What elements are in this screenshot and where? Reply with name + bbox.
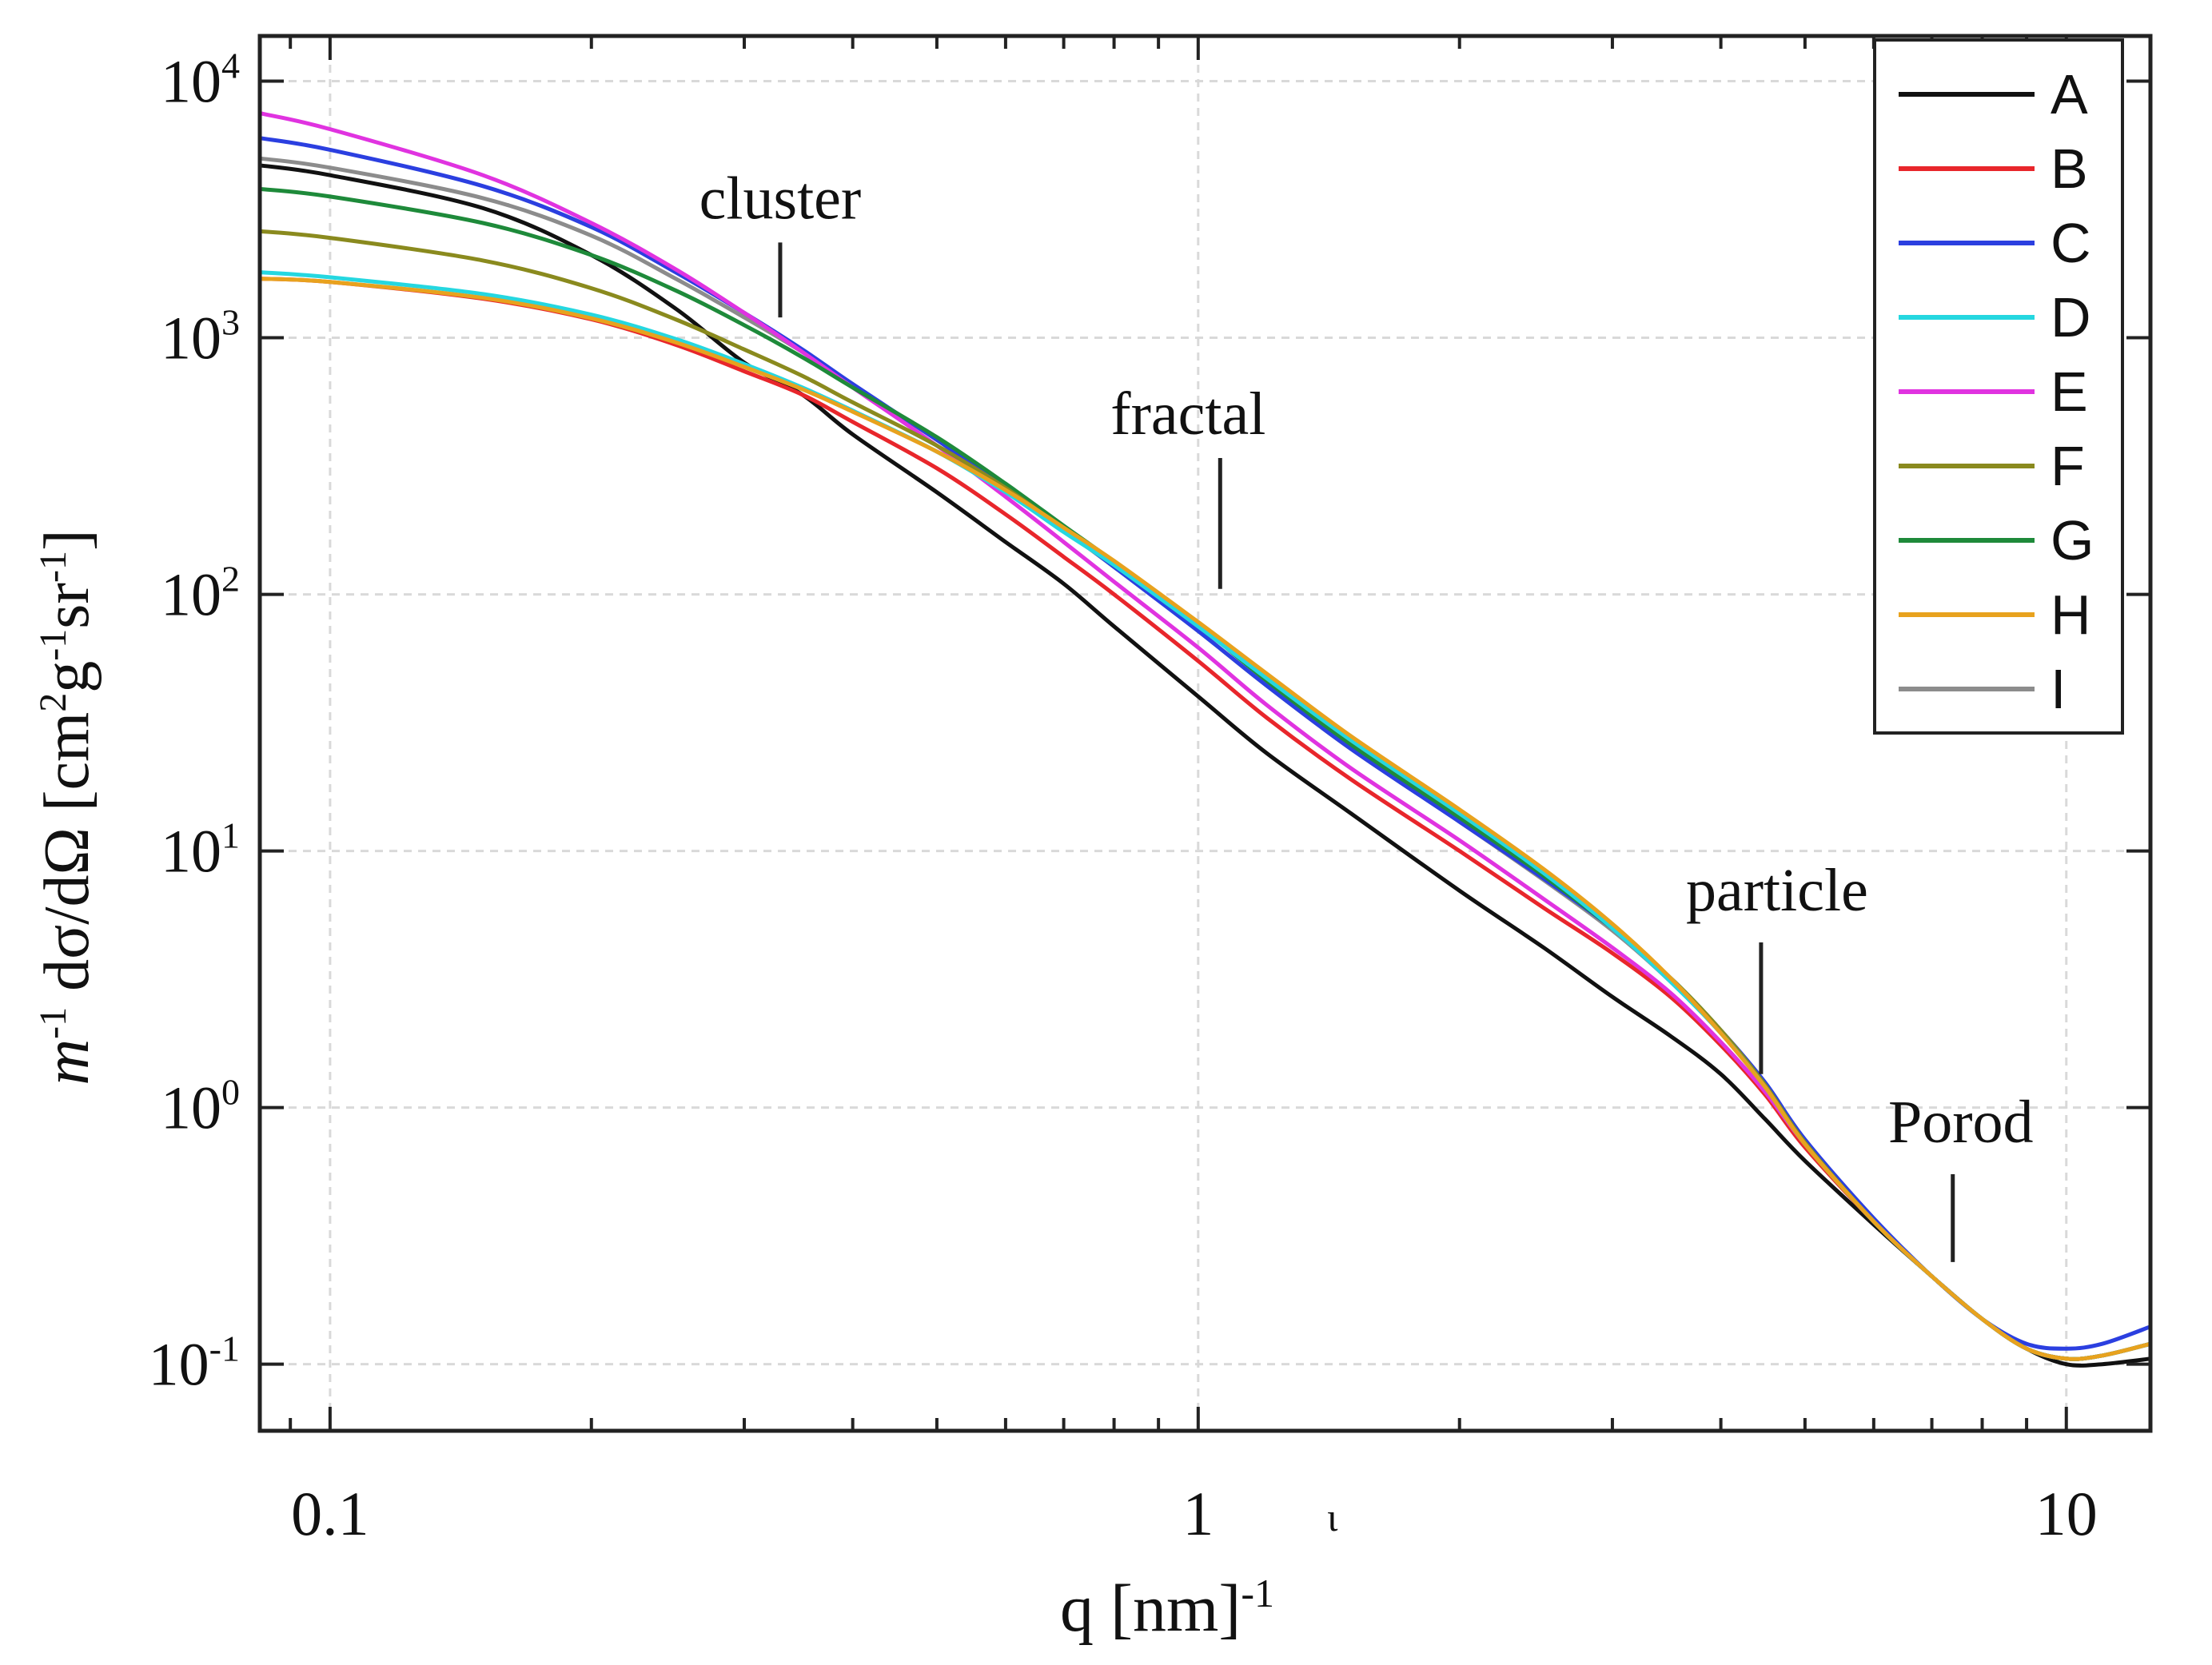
annotation-label-particle: particle <box>1686 857 1868 924</box>
y-tick-base: 10 <box>161 819 221 886</box>
legend-label-G: G <box>2051 509 2094 572</box>
series-line-A <box>259 163 2151 1368</box>
grid-lines <box>260 36 2150 1431</box>
legend-label-C: C <box>2051 212 2091 274</box>
annotation-label-porod: Porod <box>1888 1089 2034 1156</box>
y-tick-base: 10 <box>161 49 221 116</box>
y-tick-label: 104 <box>161 46 240 116</box>
x-axis-label-text: q [nm] <box>1060 1571 1241 1646</box>
annotation-label-fractal: fractal <box>1110 380 1265 448</box>
legend-label-F: F <box>2051 435 2085 497</box>
x-tick-label: 0.1 <box>291 1479 369 1548</box>
legend-label-A: A <box>2051 63 2088 125</box>
x-tick-label: 10 <box>2035 1479 2098 1548</box>
y-axis-label-m-exp: -1 <box>32 1007 74 1039</box>
series-line-E <box>259 111 2151 1361</box>
series-line-C <box>259 136 2151 1351</box>
y-tick-label: 10-1 <box>149 1328 240 1399</box>
y-tick-base: 10 <box>161 305 221 372</box>
y-tick-exp: 4 <box>221 46 240 86</box>
legend-label-I: I <box>2051 658 2066 720</box>
legend-label-E: E <box>2051 360 2088 423</box>
series-line-H <box>259 277 2151 1361</box>
y-tick-label: 103 <box>161 302 240 372</box>
annotations: cluster fractal particle Porod <box>699 165 2034 1262</box>
x-tick-label: 1 <box>1182 1479 1214 1548</box>
legend-label-H: H <box>2051 584 2091 646</box>
y-axis-label-close: ] <box>32 529 102 551</box>
x-axis-label-exp: -1 <box>1241 1571 1274 1615</box>
series-lines <box>259 111 2151 1368</box>
y-axis-label-sr: sr <box>32 583 102 629</box>
y-axis-label-sr-exp: -1 <box>32 551 74 583</box>
stray-mark: ι <box>1327 1495 1338 1540</box>
y-tick-exp: 0 <box>221 1072 240 1113</box>
y-tick-label: 101 <box>161 815 240 886</box>
legend-label-D: D <box>2051 286 2091 349</box>
y-axis-label-m: m <box>32 1039 102 1085</box>
y-tick-base: 10 <box>149 1332 209 1399</box>
y-tick-base: 10 <box>161 1075 221 1142</box>
x-tick-labels: 0.1 1 10 <box>291 1479 2098 1548</box>
series-line-I <box>259 156 2151 1361</box>
plot-border <box>257 34 2153 1433</box>
y-tick-exp: 3 <box>221 302 240 343</box>
y-tick-exp: 2 <box>221 559 240 599</box>
x-axis-label: q [nm]-1 <box>1060 1571 1274 1646</box>
y-axis-label-g-exp: -1 <box>32 629 74 661</box>
y-tick-base: 10 <box>161 562 221 629</box>
y-tick-exp: 1 <box>221 815 240 856</box>
y-tick-label: 102 <box>161 559 240 629</box>
plot-frame <box>257 34 2153 1433</box>
y-axis-label: m-1 dσ/dΩ [cm2g-1sr-1] <box>32 529 102 1085</box>
annotation-label-cluster: cluster <box>699 165 862 232</box>
y-axis-label-body: dσ/dΩ [cm <box>32 712 102 1007</box>
legend-box <box>1873 38 2124 735</box>
y-tick-label: 100 <box>161 1072 240 1142</box>
y-tick-exp: -1 <box>209 1328 240 1369</box>
series-line-G <box>259 186 2151 1361</box>
y-axis-label-g: g <box>32 661 102 693</box>
y-axis-label-cm-exp: 2 <box>32 693 74 712</box>
legend-label-B: B <box>2051 137 2088 200</box>
